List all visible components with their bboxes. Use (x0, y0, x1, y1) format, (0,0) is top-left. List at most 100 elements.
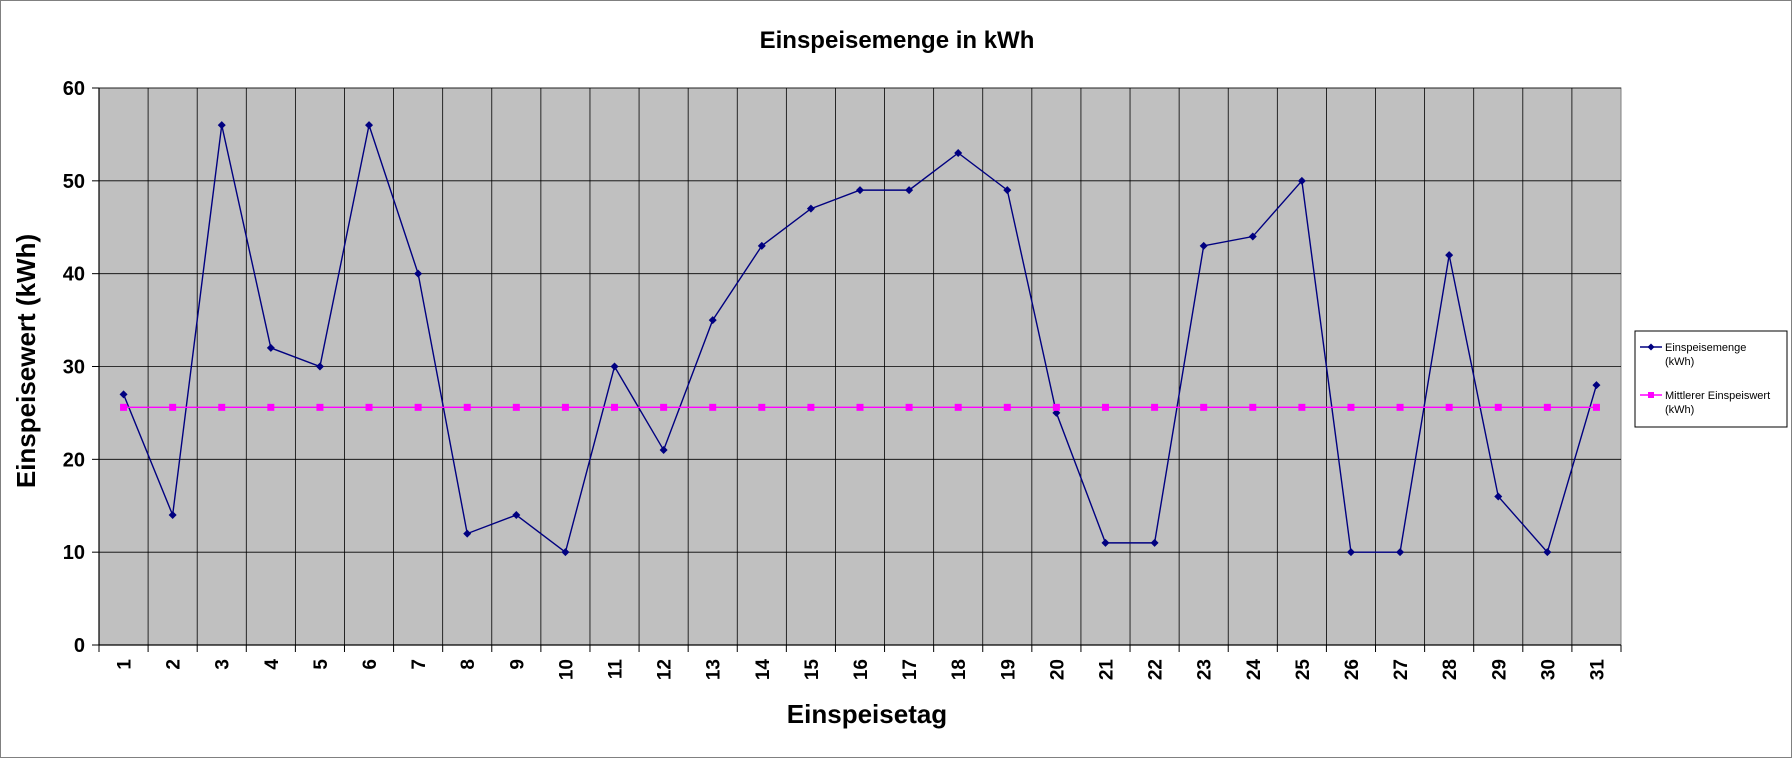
x-tick-label: 17 (900, 659, 921, 680)
legend: Einspeisemenge (kWh) Mittlerer Einspeiswer… (1634, 330, 1788, 428)
series-1-point (512, 511, 521, 520)
series-1-point (1494, 492, 1503, 501)
legend-label-2: Mittlerer Einspeiswert (1665, 390, 1770, 402)
x-axis-title: Einspeisetag (787, 699, 947, 729)
series-2-point (218, 403, 226, 411)
series-1-point (1150, 538, 1159, 547)
series-2-point (169, 403, 177, 411)
x-tick-label: 11 (606, 659, 627, 680)
y-axis-title: Einspeisewert (kWh) (11, 234, 41, 488)
y-tick-label: 60 (63, 78, 85, 100)
x-tick-label: 12 (655, 659, 676, 680)
x-tick-label: 30 (1538, 659, 1559, 680)
series-1-point (217, 121, 226, 130)
x-tick-label: 16 (851, 659, 872, 680)
legend-box (1634, 330, 1788, 428)
series-2-point (1543, 403, 1551, 411)
x-tick-label: 28 (1440, 659, 1461, 680)
series-1-point (610, 362, 619, 371)
series-1-point (266, 343, 275, 352)
series-2-point (414, 403, 422, 411)
series-2-point (1151, 403, 1159, 411)
series-1-point (1248, 232, 1257, 241)
series-2-point (365, 403, 373, 411)
series-2-point (611, 403, 619, 411)
series-2-point (512, 403, 520, 411)
y-tick-label: 50 (63, 171, 85, 193)
x-tick-label: 9 (507, 659, 528, 670)
series-1-point (1396, 548, 1405, 557)
series-2-point (1347, 403, 1355, 411)
x-tick-label: 23 (1195, 659, 1216, 680)
series-1-point (1199, 241, 1208, 250)
x-tick-label: 4 (262, 659, 283, 670)
series-1-point (1543, 548, 1552, 557)
series-2-point (1396, 403, 1404, 411)
chart-title: Einspeisemenge in kWh (760, 27, 1035, 54)
legend-label-1: Einspeisemenge (1665, 342, 1746, 354)
series-2-point (807, 403, 815, 411)
series-2-point (1052, 403, 1060, 411)
series-1-point (463, 529, 472, 538)
series-1-point (1346, 548, 1355, 557)
x-tick-label: 22 (1146, 659, 1167, 680)
series-2-point (709, 403, 717, 411)
y-tick-label: 40 (63, 264, 85, 286)
series-1-point (1445, 251, 1454, 260)
series-2-point (758, 403, 766, 411)
series-2-point (267, 403, 275, 411)
x-tick-label: 25 (1293, 659, 1314, 681)
x-tick-label: 19 (998, 659, 1019, 680)
y-tick-label: 30 (63, 357, 85, 379)
series-1-point (856, 186, 864, 195)
series-2-point (1592, 403, 1600, 411)
x-tick-label: 3 (213, 659, 234, 670)
series-2-point (856, 403, 864, 411)
series-2-point (1494, 403, 1502, 411)
series-1-point (659, 446, 668, 455)
y-tick-label: 10 (63, 542, 85, 564)
series-1-point (168, 511, 177, 520)
series-1-point (954, 148, 963, 157)
series-2-point (1445, 403, 1453, 411)
x-tick-label: 15 (802, 659, 823, 681)
series-1-point (1297, 176, 1306, 185)
legend-marker-2 (1648, 392, 1654, 398)
series-1-point (414, 269, 423, 278)
series-2-point (1298, 403, 1306, 411)
series-1-point (365, 121, 374, 130)
series-1-point (315, 362, 324, 371)
x-tick-label: 18 (949, 659, 970, 680)
series-2-point (1003, 403, 1011, 411)
series-2-point (905, 403, 913, 411)
x-tick-label: 10 (556, 659, 577, 680)
series-2-point (660, 403, 668, 411)
x-tick-label: 6 (360, 659, 381, 670)
series-1-point (1101, 538, 1110, 547)
x-tick-label: 29 (1489, 659, 1510, 680)
series-2-point (1101, 403, 1109, 411)
x-tick-label: 27 (1391, 659, 1412, 680)
x-tick-label: 26 (1342, 659, 1363, 680)
series-2-point (1249, 403, 1257, 411)
series-1-point (1003, 186, 1012, 195)
series-1-point (1592, 381, 1601, 390)
x-tick-label: 31 (1587, 659, 1608, 681)
series-1-point (905, 186, 914, 195)
x-tick-label: 24 (1244, 659, 1265, 681)
x-tick-label: 14 (753, 659, 774, 681)
legend-label-1: (kWh) (1665, 356, 1694, 368)
series-1-point (1052, 408, 1061, 417)
series-1-point (119, 390, 128, 399)
y-tick-label: 20 (63, 449, 85, 471)
x-tick-label: 5 (311, 659, 332, 670)
x-tick-label: 2 (164, 659, 185, 670)
legend-marker-1 (1647, 343, 1655, 351)
legend-label-2: (kWh) (1665, 404, 1694, 416)
series-2-point (1200, 403, 1208, 411)
series-2-point (120, 403, 128, 411)
series-2-point (954, 403, 962, 411)
series-1-point (561, 548, 570, 557)
